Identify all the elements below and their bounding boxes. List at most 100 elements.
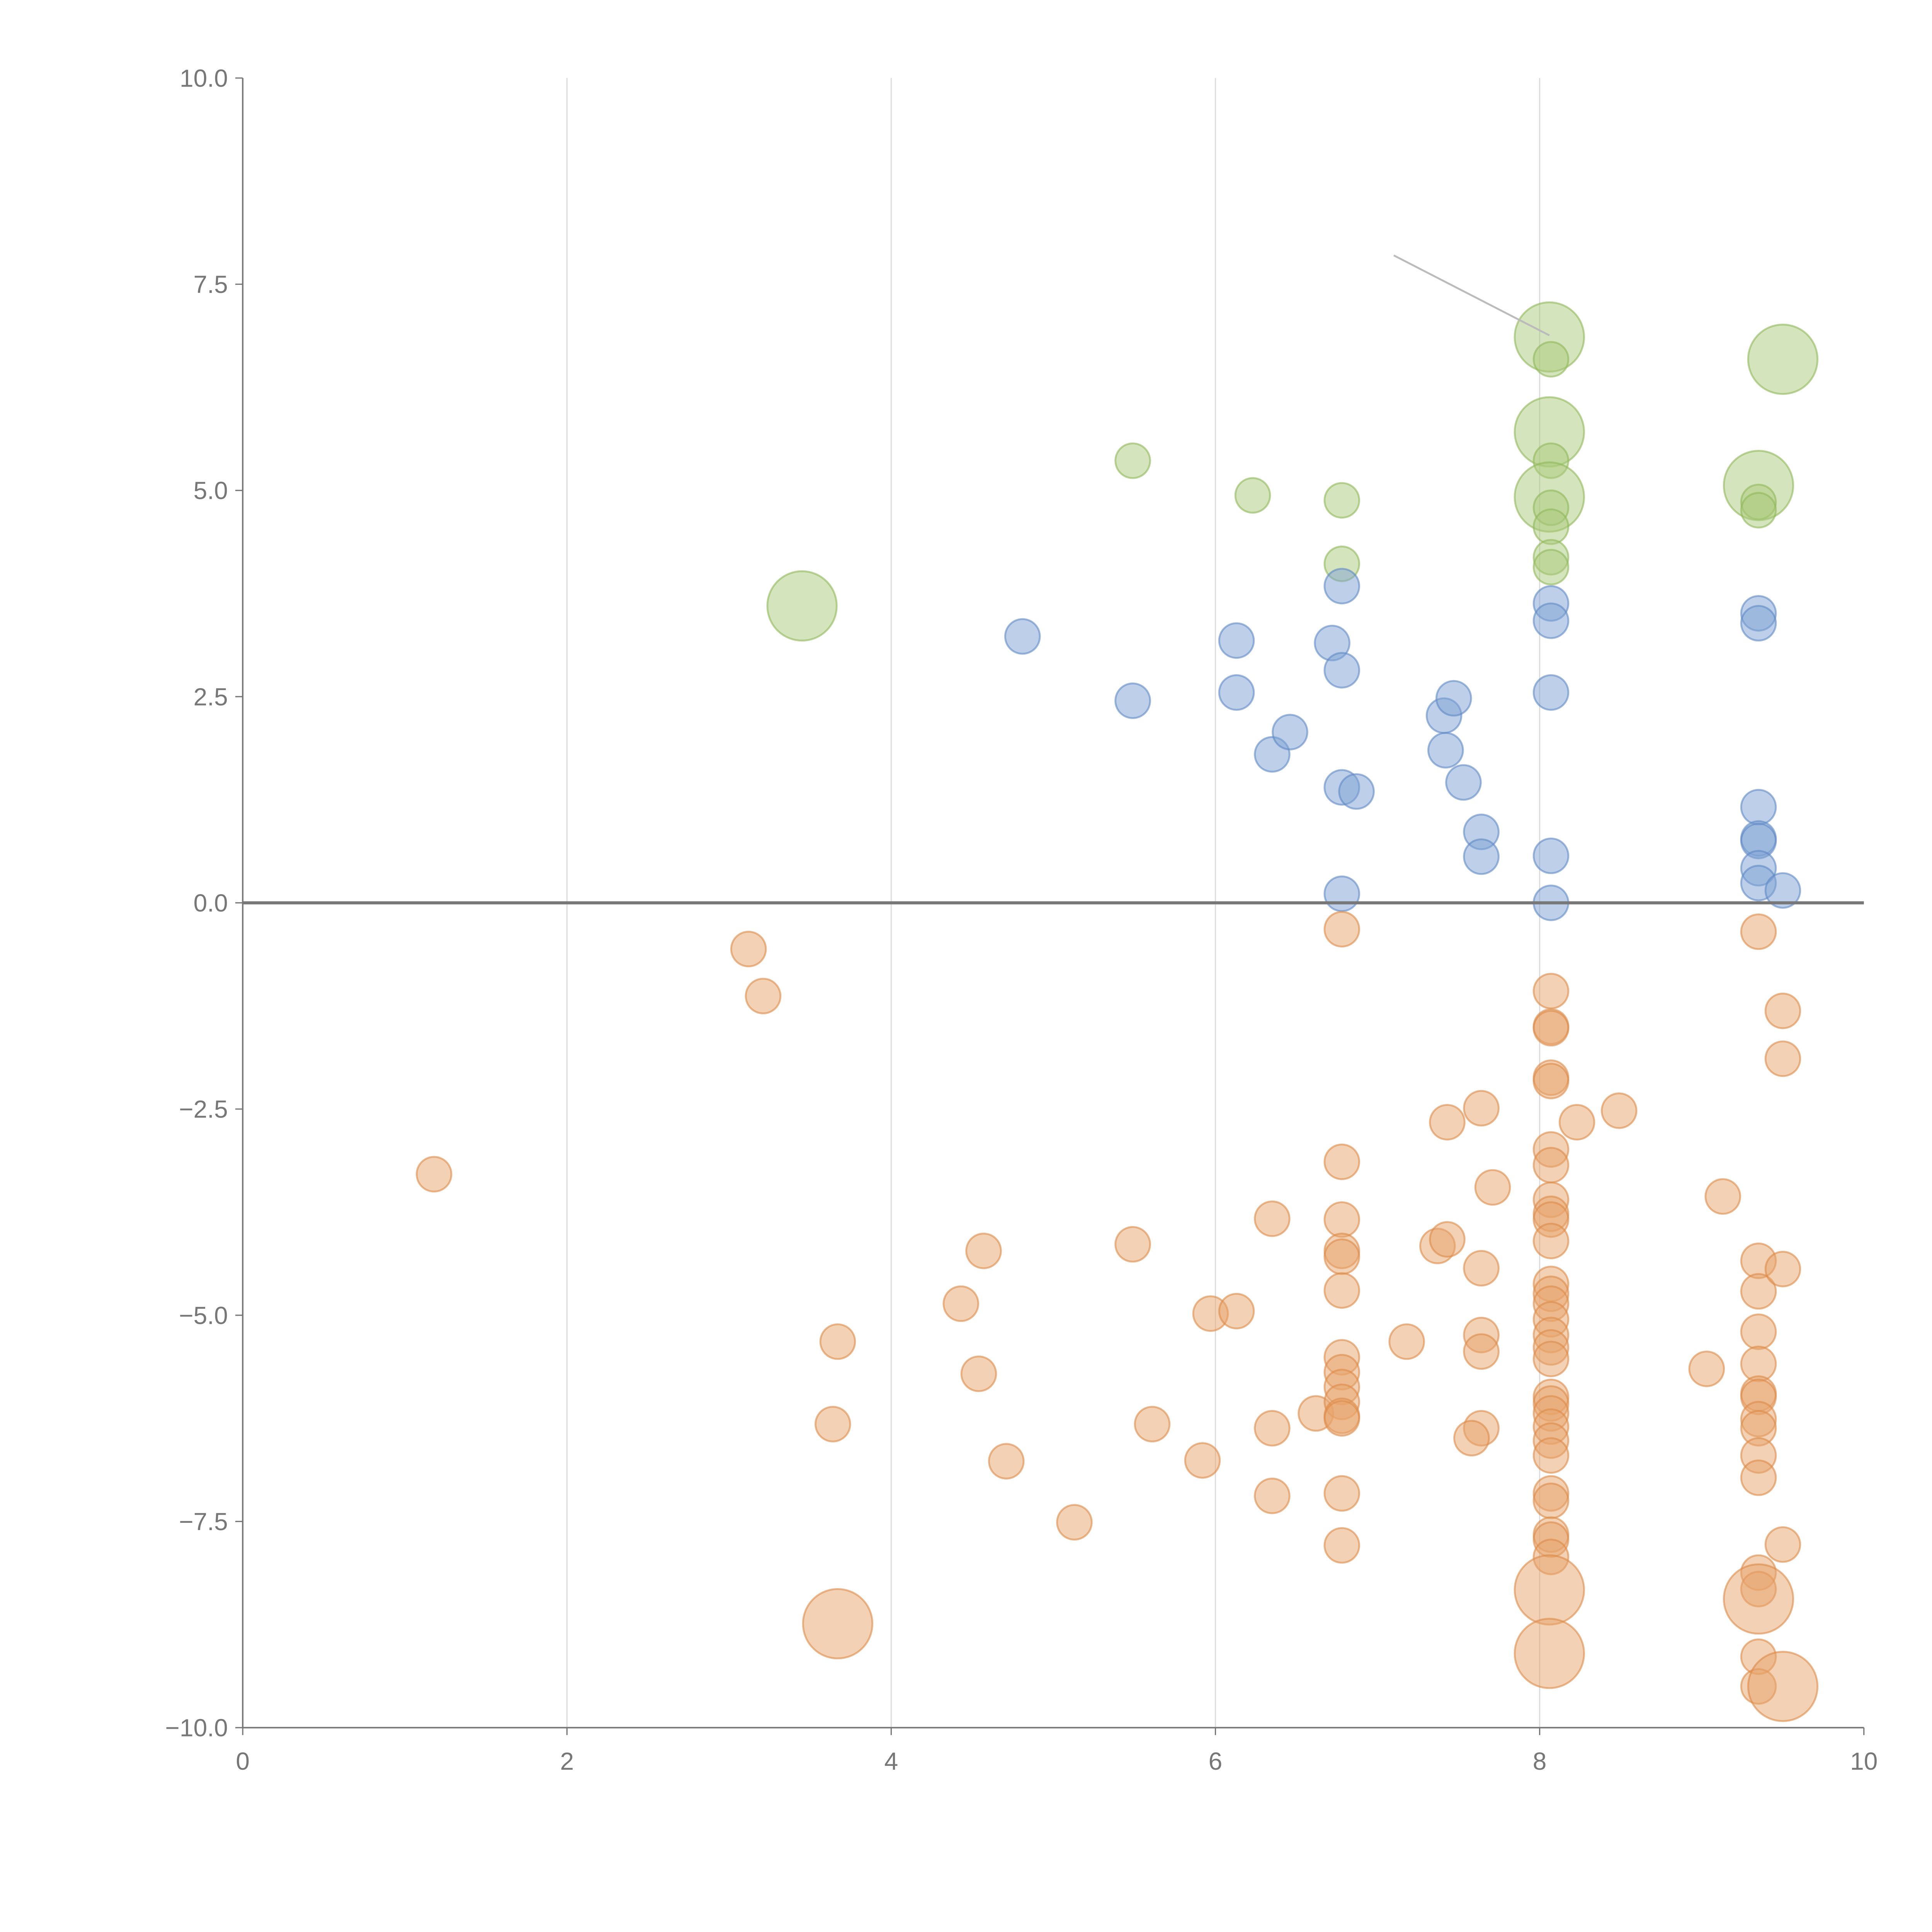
point-orange <box>1323 1475 1361 1512</box>
point-orange <box>1740 1313 1777 1350</box>
point-green <box>1747 323 1819 395</box>
point-green <box>1532 341 1570 378</box>
point-blue <box>1445 764 1482 801</box>
point-orange <box>1184 1442 1221 1479</box>
y-tick-label: −2.5 <box>179 1095 228 1123</box>
point-blue <box>1435 680 1472 717</box>
point-orange <box>1463 1250 1500 1287</box>
point-orange <box>1688 1350 1725 1387</box>
point-orange <box>1114 1226 1151 1263</box>
point-orange <box>1723 1563 1794 1635</box>
point-orange <box>1764 1040 1801 1077</box>
x-tick-label: 10 <box>1850 1747 1878 1775</box>
point-green <box>1740 492 1777 529</box>
point-blue <box>1532 602 1570 639</box>
point-orange <box>960 1355 997 1392</box>
point-orange <box>1463 1333 1500 1370</box>
point-orange <box>1532 1482 1570 1519</box>
point-blue <box>1740 789 1777 826</box>
point-blue <box>1338 773 1375 810</box>
point-green <box>1234 477 1271 514</box>
y-tick-label: 7.5 <box>194 270 228 298</box>
point-orange <box>1323 911 1361 948</box>
point-blue <box>1532 674 1570 711</box>
annotation-line <box>1393 254 1550 337</box>
point-orange <box>1740 1459 1777 1496</box>
point-orange <box>1323 1527 1361 1564</box>
point-orange <box>1254 1478 1291 1514</box>
point-green <box>1114 442 1151 479</box>
y-tick-label: 2.5 <box>194 683 228 711</box>
point-orange <box>1218 1293 1255 1330</box>
x-tick-label: 8 <box>1533 1747 1547 1775</box>
point-orange <box>965 1233 1002 1269</box>
point-orange <box>1532 1223 1570 1260</box>
point-orange <box>1558 1104 1595 1141</box>
point-orange <box>1323 1143 1361 1180</box>
y-tick-label: 0.0 <box>194 889 228 917</box>
point-orange <box>1532 1340 1570 1378</box>
point-orange <box>745 978 782 1015</box>
point-blue <box>1323 875 1361 912</box>
point-orange <box>1474 1169 1511 1206</box>
point-orange <box>1764 992 1801 1029</box>
x-tick-label: 6 <box>1209 1747 1223 1775</box>
point-orange <box>819 1323 856 1360</box>
point-orange <box>1532 1147 1570 1184</box>
point-blue <box>1114 682 1151 719</box>
point-orange <box>1429 1104 1466 1141</box>
point-green <box>1532 549 1570 586</box>
point-blue <box>1272 714 1308 750</box>
axes: 0 2 4 6 8 10 10.0 7.5 5.0 2.5 0.0 −2.5 −5.0 −7.5 −10.0 <box>165 64 1878 1775</box>
point-orange <box>1134 1406 1171 1442</box>
point-orange <box>988 1443 1025 1480</box>
y-tick-label: −5.0 <box>179 1301 228 1329</box>
point-orange <box>1532 1010 1570 1047</box>
point-orange <box>1514 1617 1585 1689</box>
y-tick-label: 5.0 <box>194 477 228 505</box>
data-points <box>416 301 1819 1722</box>
point-green <box>766 570 838 642</box>
point-orange <box>1740 1273 1777 1310</box>
point-blue <box>1323 568 1361 605</box>
point-orange <box>1740 913 1777 950</box>
point-blue <box>1218 674 1255 711</box>
point-orange <box>1323 1272 1361 1309</box>
point-orange <box>1429 1221 1466 1258</box>
y-tick-label: −10.0 <box>165 1714 228 1742</box>
x-tick-label: 4 <box>884 1747 898 1775</box>
point-orange <box>1463 1090 1500 1127</box>
point-orange <box>1704 1178 1741 1215</box>
point-orange <box>1323 1201 1361 1238</box>
point-orange <box>942 1285 980 1322</box>
point-orange <box>730 930 767 968</box>
point-orange <box>1532 1437 1570 1474</box>
point-orange <box>1254 1200 1291 1237</box>
point-orange <box>815 1406 851 1442</box>
point-orange <box>1764 1251 1801 1287</box>
point-orange <box>1254 1410 1291 1447</box>
point-orange <box>802 1588 874 1660</box>
point-orange <box>1323 1238 1361 1275</box>
y-tick-label: −7.5 <box>179 1508 228 1536</box>
point-blue <box>1218 622 1255 659</box>
point-blue <box>1740 605 1777 642</box>
point-blue <box>1463 838 1500 875</box>
point-orange <box>1532 1063 1570 1099</box>
point-blue <box>1764 872 1801 909</box>
point-orange <box>1453 1420 1490 1457</box>
point-green <box>1323 482 1361 519</box>
point-orange <box>1323 1400 1361 1437</box>
point-orange <box>416 1156 452 1193</box>
x-tick-label: 0 <box>236 1747 250 1775</box>
point-blue <box>1532 837 1570 874</box>
y-tick-label: 10.0 <box>180 64 228 92</box>
x-tick-label: 2 <box>560 1747 574 1775</box>
point-blue <box>1323 652 1361 689</box>
point-blue <box>1427 732 1464 769</box>
point-orange <box>1388 1323 1425 1360</box>
point-orange <box>1600 1092 1638 1129</box>
point-orange <box>1532 973 1570 1010</box>
point-orange <box>1514 1554 1585 1626</box>
